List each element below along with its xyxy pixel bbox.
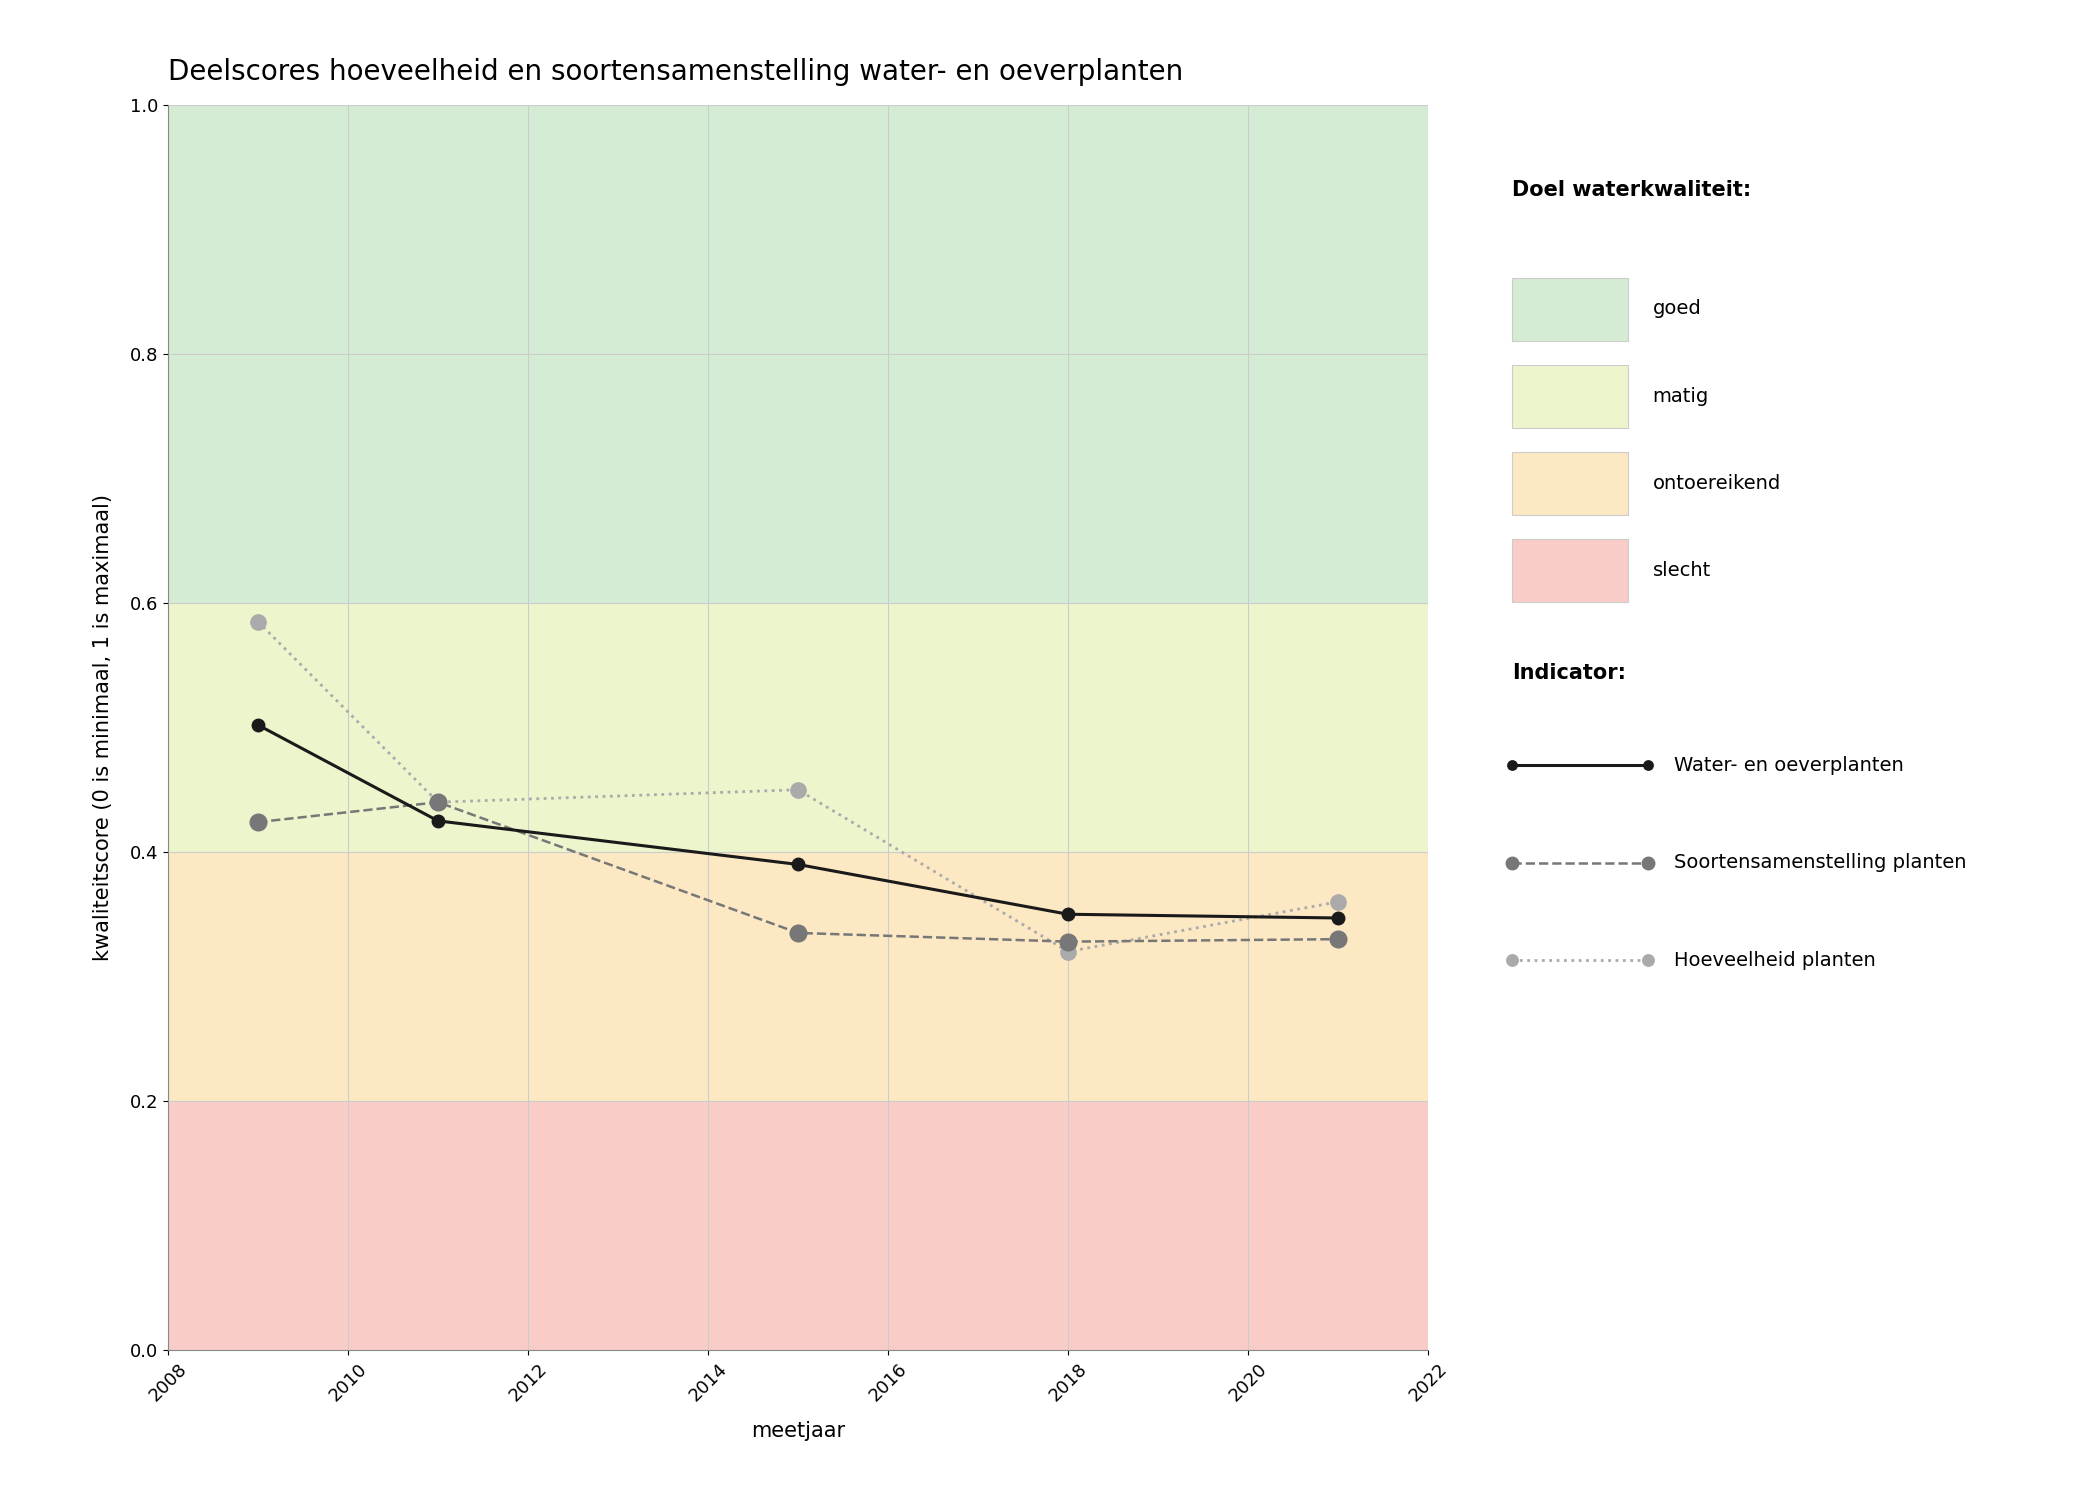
Text: Hoeveelheid planten: Hoeveelheid planten xyxy=(1674,951,1875,969)
Text: Deelscores hoeveelheid en soortensamenstelling water- en oeverplanten: Deelscores hoeveelheid en soortensamenst… xyxy=(168,58,1182,86)
Text: Water- en oeverplanten: Water- en oeverplanten xyxy=(1674,756,1903,774)
Y-axis label: kwaliteitscore (0 is minimaal, 1 is maximaal): kwaliteitscore (0 is minimaal, 1 is maxi… xyxy=(92,494,113,962)
Bar xyxy=(168,603,1428,852)
Text: Soortensamenstelling planten: Soortensamenstelling planten xyxy=(1674,853,1966,871)
Bar xyxy=(168,1101,1428,1350)
Bar xyxy=(168,852,1428,1101)
Text: goed: goed xyxy=(1653,300,1701,318)
Text: slecht: slecht xyxy=(1653,561,1711,579)
Text: ontoereikend: ontoereikend xyxy=(1653,474,1781,492)
Text: Indicator:: Indicator: xyxy=(1512,663,1625,682)
X-axis label: meetjaar: meetjaar xyxy=(752,1422,844,1442)
Text: Doel waterkwaliteit:: Doel waterkwaliteit: xyxy=(1512,180,1751,200)
Text: matig: matig xyxy=(1653,387,1709,405)
Bar xyxy=(168,105,1428,603)
